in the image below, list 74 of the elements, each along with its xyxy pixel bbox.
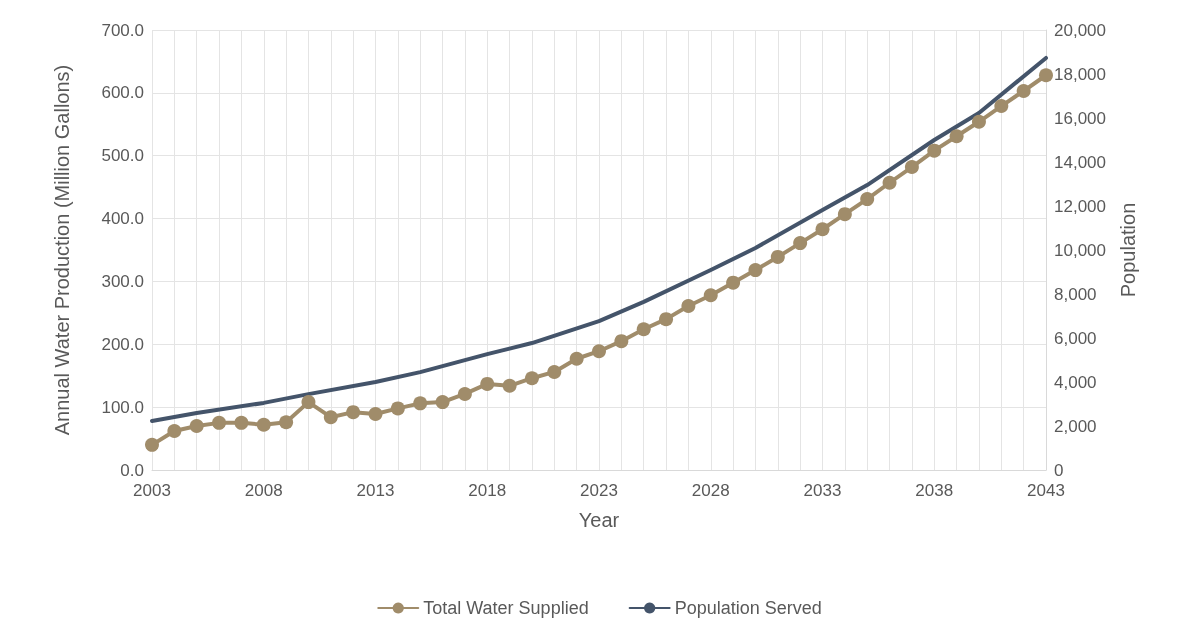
x-tick-label: 2003 [133, 481, 171, 500]
y2-tick-label: 8,000 [1054, 284, 1097, 304]
y2-tick-label: 20,000 [1054, 20, 1106, 40]
x-tick-label: 2028 [691, 481, 730, 500]
point [279, 415, 294, 430]
point [145, 437, 159, 452]
y-axis-title: Annual Water Production (Million Gallons) [51, 64, 73, 436]
y-tick-label: 200.0 [101, 334, 144, 354]
point [390, 401, 405, 416]
y2-tick-label: 16,000 [1054, 108, 1106, 128]
point [860, 192, 875, 207]
point [614, 334, 629, 349]
point [502, 378, 517, 393]
point [681, 298, 696, 313]
point [212, 415, 227, 430]
y-tick-label: 100.0 [101, 397, 144, 417]
x-tick-label: 2038 [915, 481, 954, 500]
y2-tick-label: 12,000 [1054, 196, 1106, 216]
y2-tick-label: 10,000 [1054, 240, 1106, 260]
point [323, 410, 338, 425]
point [592, 344, 606, 359]
point [547, 364, 562, 379]
y2-tick-label: 14,000 [1054, 152, 1106, 172]
point [994, 99, 1009, 114]
legend-label: Population Served [674, 598, 822, 618]
point [793, 236, 808, 251]
point [636, 322, 651, 337]
point [346, 405, 361, 420]
point [927, 143, 942, 158]
y-tick-label: 500.0 [101, 146, 144, 166]
point [301, 395, 316, 410]
point [703, 288, 718, 303]
y2-tick-label: 6,000 [1054, 328, 1097, 348]
point [770, 249, 785, 264]
point [748, 263, 763, 278]
y2-tick-label: 18,000 [1054, 64, 1106, 84]
point [569, 351, 584, 366]
x-tick-label: 2023 [580, 481, 618, 500]
point [949, 129, 964, 144]
point [256, 417, 271, 432]
point [413, 396, 428, 411]
x-tick-label: 2033 [803, 481, 842, 500]
point [904, 160, 919, 175]
x-tick-label: 2043 [1027, 481, 1065, 500]
y2-axis-title: Population [1117, 202, 1139, 298]
point [659, 312, 674, 327]
legend-label: Total Water Supplied [423, 598, 589, 618]
y-tick-label: 0.0 [120, 460, 144, 480]
x-tick-label: 2013 [356, 481, 395, 500]
point [815, 222, 830, 237]
point [882, 175, 897, 190]
point [726, 275, 741, 290]
point [167, 424, 182, 439]
y-tick-label: 300.0 [101, 271, 144, 291]
point [524, 371, 539, 386]
x-axis-title: Year [578, 509, 620, 531]
point [1039, 68, 1053, 83]
point [1016, 83, 1031, 98]
y-tick-label: 600.0 [101, 83, 144, 103]
point [971, 114, 986, 129]
y-tick-label: 400.0 [101, 209, 144, 229]
point [457, 386, 472, 401]
y-tick-label: 700.0 [101, 20, 144, 40]
x-tick-label: 2018 [468, 481, 507, 500]
point [435, 395, 450, 410]
point [368, 407, 383, 422]
point [234, 415, 249, 430]
x-tick-label: 2008 [244, 481, 283, 500]
point [837, 207, 852, 222]
y2-tick-label: 4,000 [1054, 372, 1097, 392]
y2-tick-label: 2,000 [1054, 416, 1097, 436]
point [189, 419, 204, 433]
y2-tick-label: 0 [1054, 460, 1064, 480]
point [480, 376, 495, 391]
